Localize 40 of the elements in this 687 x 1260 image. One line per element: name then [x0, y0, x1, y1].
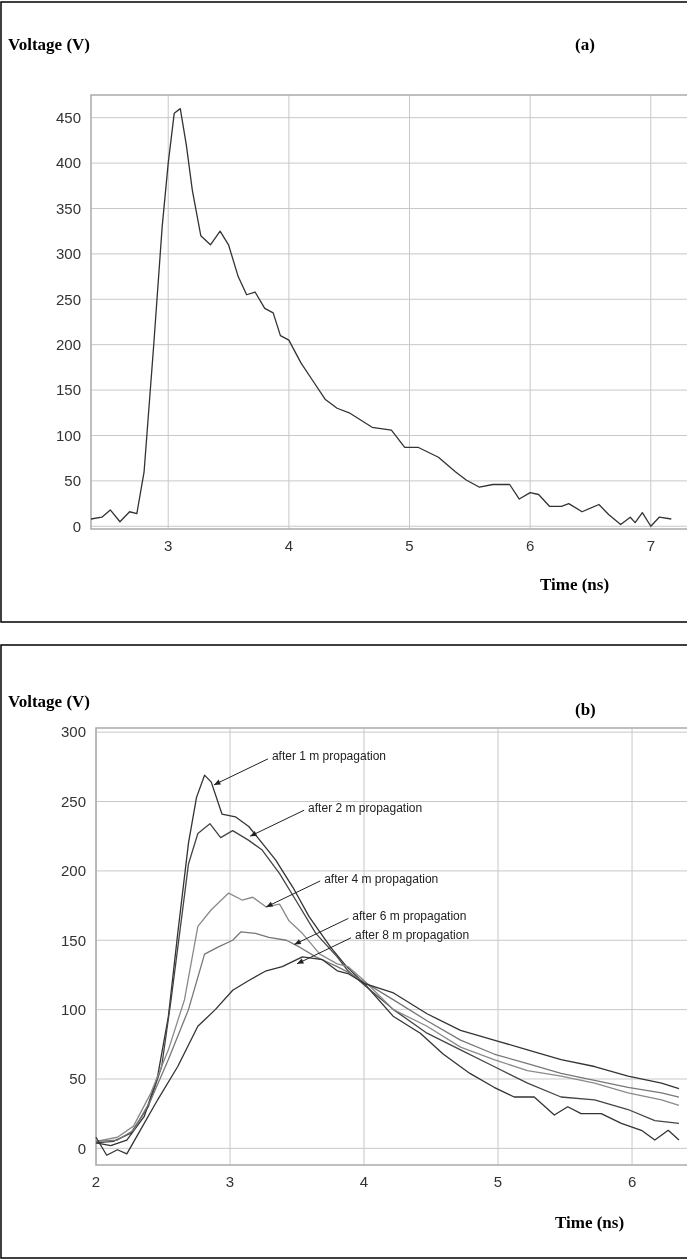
annotation: after 1 m propagation — [271, 749, 387, 764]
x-axis-title: Time (ns) — [555, 1213, 625, 1232]
y-tick-label: 100 — [55, 426, 81, 444]
y-tick-label: 300 — [60, 723, 86, 741]
y-tick-label: 200 — [60, 862, 86, 880]
y-axis-title: Voltage (V) — [8, 35, 90, 54]
x-axis-title: Time (ns) — [540, 575, 610, 594]
x-tick-label: 3 — [164, 537, 173, 554]
y-tick-label: 300 — [55, 245, 81, 263]
x-tick-label: 3 — [225, 1173, 235, 1190]
y-tick-label: 100 — [60, 1000, 86, 1018]
y-tick-label: 0 — [77, 1139, 86, 1157]
annotation: after 6 m propagation — [352, 909, 467, 924]
y-axis-title: Voltage (V) — [8, 692, 90, 711]
x-tick-label: 2 — [91, 1173, 101, 1190]
chart-title: (b) — [575, 700, 596, 719]
y-tick-label: 250 — [60, 792, 86, 810]
y-tick-label: 50 — [64, 472, 81, 490]
x-tick-label: 6 — [525, 537, 535, 554]
line-series — [90, 107, 672, 527]
x-tick-label: 6 — [627, 1173, 637, 1190]
y-tick-label: 150 — [55, 381, 81, 399]
line-series — [95, 931, 680, 1143]
y-tick-label: 400 — [55, 154, 81, 172]
annotation: after 2 m propagation — [308, 800, 423, 815]
x-tick-label: 4 — [359, 1173, 369, 1190]
annotation: after 4 m propagation — [324, 871, 439, 886]
chart-title: (a) — [575, 35, 595, 54]
y-tick-label: 350 — [55, 199, 81, 217]
y-tick-label: 200 — [55, 335, 81, 353]
y-tick-label: 150 — [60, 931, 86, 949]
y-tick-label: 250 — [55, 290, 81, 308]
x-tick-label: 7 — [646, 537, 655, 554]
x-tick-label: 5 — [405, 537, 414, 554]
y-tick-label: 0 — [72, 517, 81, 535]
y-tick-label: 450 — [55, 108, 81, 126]
annotation: after 8 m propagation — [355, 928, 470, 943]
x-tick-label: 4 — [284, 537, 294, 554]
y-tick-label: 50 — [69, 1070, 86, 1088]
x-tick-label: 5 — [493, 1173, 503, 1190]
